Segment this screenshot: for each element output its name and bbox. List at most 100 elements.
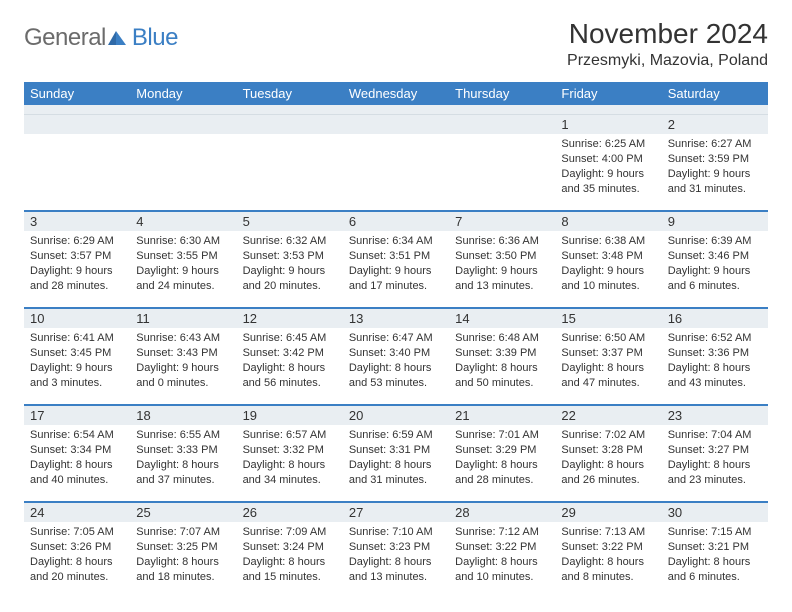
sunset-text: Sunset: 3:25 PM bbox=[136, 540, 230, 555]
daylight-text: Daylight: 8 hours and 15 minutes. bbox=[243, 555, 337, 585]
day-number: 16 bbox=[662, 309, 768, 328]
day-number: 19 bbox=[237, 406, 343, 425]
day-number: 27 bbox=[343, 503, 449, 522]
daynum-row: 24252627282930 bbox=[24, 501, 768, 522]
sunset-text: Sunset: 3:33 PM bbox=[136, 443, 230, 458]
sunset-text: Sunset: 3:51 PM bbox=[349, 249, 443, 264]
sunset-text: Sunset: 3:31 PM bbox=[349, 443, 443, 458]
day-cell: Sunrise: 7:13 AMSunset: 3:22 PMDaylight:… bbox=[555, 522, 661, 598]
day-cell bbox=[130, 134, 236, 210]
daylight-text: Daylight: 9 hours and 31 minutes. bbox=[668, 167, 762, 197]
sunset-text: Sunset: 3:45 PM bbox=[30, 346, 124, 361]
day-cell: Sunrise: 6:54 AMSunset: 3:34 PMDaylight:… bbox=[24, 425, 130, 501]
weekday-label: Saturday bbox=[662, 82, 768, 105]
sunrise-text: Sunrise: 7:12 AM bbox=[455, 525, 549, 540]
weekday-label: Friday bbox=[555, 82, 661, 105]
day-cell bbox=[449, 134, 555, 210]
sunrise-text: Sunrise: 7:02 AM bbox=[561, 428, 655, 443]
page-title: November 2024 bbox=[567, 18, 768, 50]
day-cell: Sunrise: 7:04 AMSunset: 3:27 PMDaylight:… bbox=[662, 425, 768, 501]
sunset-text: Sunset: 3:29 PM bbox=[455, 443, 549, 458]
sunrise-text: Sunrise: 7:15 AM bbox=[668, 525, 762, 540]
daynum-row: 17181920212223 bbox=[24, 404, 768, 425]
day-number: 24 bbox=[24, 503, 130, 522]
sunrise-text: Sunrise: 7:13 AM bbox=[561, 525, 655, 540]
day-cell: Sunrise: 6:59 AMSunset: 3:31 PMDaylight:… bbox=[343, 425, 449, 501]
sunset-text: Sunset: 3:22 PM bbox=[561, 540, 655, 555]
day-cell bbox=[343, 134, 449, 210]
sunset-text: Sunset: 3:21 PM bbox=[668, 540, 762, 555]
day-number: 9 bbox=[662, 212, 768, 231]
day-number: 4 bbox=[130, 212, 236, 231]
sunrise-text: Sunrise: 7:07 AM bbox=[136, 525, 230, 540]
daylight-text: Daylight: 8 hours and 28 minutes. bbox=[455, 458, 549, 488]
sunrise-text: Sunrise: 6:27 AM bbox=[668, 137, 762, 152]
day-number: 28 bbox=[449, 503, 555, 522]
sunset-text: Sunset: 3:48 PM bbox=[561, 249, 655, 264]
daylight-text: Daylight: 8 hours and 13 minutes. bbox=[349, 555, 443, 585]
daylight-text: Daylight: 8 hours and 40 minutes. bbox=[30, 458, 124, 488]
sunset-text: Sunset: 3:50 PM bbox=[455, 249, 549, 264]
week-row: Sunrise: 6:41 AMSunset: 3:45 PMDaylight:… bbox=[24, 328, 768, 404]
daylight-text: Daylight: 8 hours and 50 minutes. bbox=[455, 361, 549, 391]
day-cell: Sunrise: 6:45 AMSunset: 3:42 PMDaylight:… bbox=[237, 328, 343, 404]
sunset-text: Sunset: 3:36 PM bbox=[668, 346, 762, 361]
daylight-text: Daylight: 8 hours and 56 minutes. bbox=[243, 361, 337, 391]
day-number: 17 bbox=[24, 406, 130, 425]
sunrise-text: Sunrise: 6:52 AM bbox=[668, 331, 762, 346]
daylight-text: Daylight: 8 hours and 6 minutes. bbox=[668, 555, 762, 585]
sunrise-text: Sunrise: 7:10 AM bbox=[349, 525, 443, 540]
day-number: 3 bbox=[24, 212, 130, 231]
sunrise-text: Sunrise: 6:50 AM bbox=[561, 331, 655, 346]
day-number: 8 bbox=[555, 212, 661, 231]
daylight-text: Daylight: 8 hours and 8 minutes. bbox=[561, 555, 655, 585]
sunset-text: Sunset: 3:24 PM bbox=[243, 540, 337, 555]
day-cell bbox=[24, 134, 130, 210]
sunset-text: Sunset: 3:53 PM bbox=[243, 249, 337, 264]
sunset-text: Sunset: 3:32 PM bbox=[243, 443, 337, 458]
day-number bbox=[449, 115, 555, 134]
sunset-text: Sunset: 3:43 PM bbox=[136, 346, 230, 361]
sunset-text: Sunset: 3:26 PM bbox=[30, 540, 124, 555]
sunrise-text: Sunrise: 6:34 AM bbox=[349, 234, 443, 249]
sunrise-text: Sunrise: 7:05 AM bbox=[30, 525, 124, 540]
day-cell: Sunrise: 7:01 AMSunset: 3:29 PMDaylight:… bbox=[449, 425, 555, 501]
day-cell: Sunrise: 6:38 AMSunset: 3:48 PMDaylight:… bbox=[555, 231, 661, 307]
sunset-text: Sunset: 3:23 PM bbox=[349, 540, 443, 555]
sunrise-text: Sunrise: 6:45 AM bbox=[243, 331, 337, 346]
day-number: 25 bbox=[130, 503, 236, 522]
daylight-text: Daylight: 8 hours and 18 minutes. bbox=[136, 555, 230, 585]
calendar-grid: Sunday Monday Tuesday Wednesday Thursday… bbox=[24, 82, 768, 598]
sunset-text: Sunset: 3:28 PM bbox=[561, 443, 655, 458]
day-cell: Sunrise: 6:47 AMSunset: 3:40 PMDaylight:… bbox=[343, 328, 449, 404]
sunset-text: Sunset: 3:22 PM bbox=[455, 540, 549, 555]
daynum-row: 10111213141516 bbox=[24, 307, 768, 328]
day-cell: Sunrise: 6:25 AMSunset: 4:00 PMDaylight:… bbox=[555, 134, 661, 210]
sunrise-text: Sunrise: 6:38 AM bbox=[561, 234, 655, 249]
day-cell: Sunrise: 6:55 AMSunset: 3:33 PMDaylight:… bbox=[130, 425, 236, 501]
day-cell: Sunrise: 6:50 AMSunset: 3:37 PMDaylight:… bbox=[555, 328, 661, 404]
daylight-text: Daylight: 9 hours and 0 minutes. bbox=[136, 361, 230, 391]
logo-text-2: Blue bbox=[132, 24, 178, 52]
sunrise-text: Sunrise: 6:32 AM bbox=[243, 234, 337, 249]
day-number: 23 bbox=[662, 406, 768, 425]
sunrise-text: Sunrise: 7:01 AM bbox=[455, 428, 549, 443]
sunrise-text: Sunrise: 6:59 AM bbox=[349, 428, 443, 443]
daylight-text: Daylight: 8 hours and 47 minutes. bbox=[561, 361, 655, 391]
sunrise-text: Sunrise: 6:47 AM bbox=[349, 331, 443, 346]
day-number bbox=[237, 115, 343, 134]
weekday-label: Wednesday bbox=[343, 82, 449, 105]
daylight-text: Daylight: 8 hours and 34 minutes. bbox=[243, 458, 337, 488]
sunset-text: Sunset: 3:27 PM bbox=[668, 443, 762, 458]
day-cell: Sunrise: 6:30 AMSunset: 3:55 PMDaylight:… bbox=[130, 231, 236, 307]
daylight-text: Daylight: 9 hours and 24 minutes. bbox=[136, 264, 230, 294]
day-cell: Sunrise: 7:10 AMSunset: 3:23 PMDaylight:… bbox=[343, 522, 449, 598]
daylight-text: Daylight: 9 hours and 35 minutes. bbox=[561, 167, 655, 197]
day-cell: Sunrise: 6:39 AMSunset: 3:46 PMDaylight:… bbox=[662, 231, 768, 307]
daylight-text: Daylight: 8 hours and 23 minutes. bbox=[668, 458, 762, 488]
sunset-text: Sunset: 3:39 PM bbox=[455, 346, 549, 361]
daylight-text: Daylight: 8 hours and 43 minutes. bbox=[668, 361, 762, 391]
sunset-text: Sunset: 3:55 PM bbox=[136, 249, 230, 264]
sunset-text: Sunset: 3:46 PM bbox=[668, 249, 762, 264]
daylight-text: Daylight: 9 hours and 6 minutes. bbox=[668, 264, 762, 294]
